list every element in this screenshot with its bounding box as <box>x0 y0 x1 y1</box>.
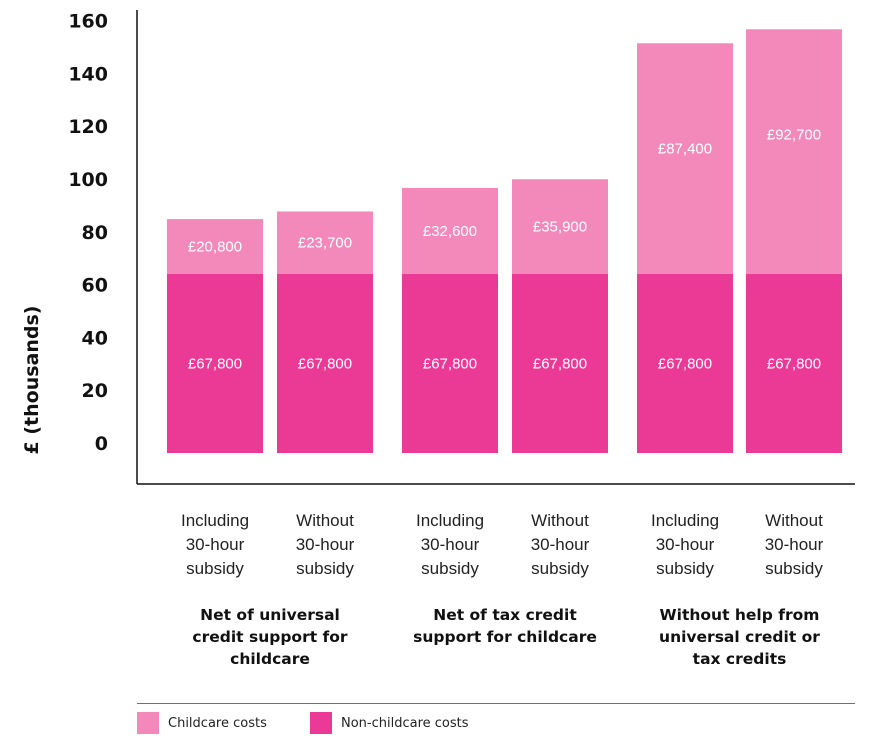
x-category-label-line: Without <box>765 511 823 530</box>
x-group-label-line: childcare <box>230 650 310 668</box>
x-category-label-line: Without <box>531 511 589 530</box>
x-group-label: Net of universal credit support for childc… <box>160 604 380 670</box>
y-tick-label: 60 <box>82 275 108 297</box>
bar-label-childcare: £23,700 <box>298 235 352 252</box>
bar-segment-non-childcare <box>167 274 263 453</box>
bar-label-non-childcare: £67,800 <box>188 356 242 373</box>
y-tick-label: 80 <box>82 222 108 244</box>
x-category-label-line: 30-hour <box>655 535 715 554</box>
y-tick-label: 160 <box>68 11 108 33</box>
y-tick-label: 100 <box>68 169 108 191</box>
bar-segment-childcare <box>512 179 608 275</box>
bar-label-childcare: £87,400 <box>658 140 712 157</box>
x-category-label-line: subsidy <box>296 559 354 578</box>
y-tick-label: 140 <box>68 63 108 85</box>
x-category-label-line: 30-hour <box>764 535 824 554</box>
x-category-label: Including 30-hour subsidy <box>160 509 270 581</box>
x-category-label-line: 30-hour <box>295 535 355 554</box>
bar-label-non-childcare: £67,800 <box>767 356 821 373</box>
x-category-label: Without 30-hour subsidy <box>505 509 615 581</box>
bar-label-non-childcare: £67,800 <box>298 356 352 373</box>
y-tick-label: 40 <box>82 327 108 349</box>
x-group-label-line: universal credit or <box>659 628 820 646</box>
bar-segment-non-childcare <box>277 274 373 453</box>
bar-label-childcare: £20,800 <box>188 239 242 256</box>
x-group-label-line: Net of universal <box>200 606 340 624</box>
x-category-label-line: subsidy <box>186 559 244 578</box>
x-category-label-line: Without <box>296 511 354 530</box>
legend-label-childcare: Childcare costs <box>168 715 267 731</box>
bar-label-non-childcare: £67,800 <box>423 356 477 373</box>
y-tick-label: 20 <box>82 380 108 402</box>
x-category-label-line: subsidy <box>531 559 589 578</box>
bar-segment-childcare <box>746 29 842 275</box>
x-category-label-line: 30-hour <box>530 535 590 554</box>
legend-swatch-non-childcare <box>310 712 332 734</box>
bar-label-childcare: £32,600 <box>423 223 477 240</box>
legend-divider <box>137 703 855 704</box>
x-group-label-line: Without help from <box>659 606 820 624</box>
legend-item-childcare: Childcare costs <box>137 712 267 734</box>
bar-label-childcare: £35,900 <box>533 219 587 236</box>
bar-segment-childcare <box>637 43 733 275</box>
x-category-label: Including 30-hour subsidy <box>630 509 740 581</box>
bar-label-non-childcare: £67,800 <box>658 356 712 373</box>
x-group-label: Without help from universal credit or tax … <box>630 604 850 670</box>
bar-segment-non-childcare <box>402 274 498 453</box>
bar-segment-non-childcare <box>637 274 733 453</box>
legend-label-non-childcare: Non-childcare costs <box>341 715 469 731</box>
x-category-label-line: Including <box>650 511 720 530</box>
x-category-label-line: subsidy <box>656 559 714 578</box>
x-group-label-line: Net of tax credit <box>433 606 577 624</box>
x-category-label-line: Including <box>180 511 250 530</box>
legend-swatch-childcare <box>137 712 159 734</box>
y-axis: 0 20 40 60 80 100 120 140 160 £ (thousands) <box>21 10 855 485</box>
legend-item-non-childcare: Non-childcare costs <box>310 712 469 734</box>
x-category-label: Without 30-hour subsidy <box>270 509 380 581</box>
bar-label-non-childcare: £67,800 <box>533 356 587 373</box>
x-group-label-line: tax credits <box>692 650 787 668</box>
y-tick-label: 120 <box>68 116 108 138</box>
bar-segment-childcare <box>277 211 373 275</box>
x-category-label-line: 30-hour <box>420 535 480 554</box>
bars: £67,800 £20,800 £67,800 £23,700 £67,800 £32,6… <box>167 29 842 453</box>
x-group-label-line: credit support for <box>192 628 348 646</box>
x-category-label-line: subsidy <box>765 559 823 578</box>
bar-segment-childcare <box>402 187 498 275</box>
bar-segment-non-childcare <box>746 274 842 453</box>
x-group-label-line: support for childcare <box>413 628 597 646</box>
y-tick-label: 0 <box>95 433 108 455</box>
x-category-label-line: Including <box>415 511 485 530</box>
x-category-label-line: 30-hour <box>185 535 245 554</box>
bar-segment-non-childcare <box>512 274 608 453</box>
bar-segment-childcare <box>167 219 263 275</box>
x-category-label-line: subsidy <box>421 559 479 578</box>
x-category-label: Without 30-hour subsidy <box>739 509 849 581</box>
x-category-label: Including 30-hour subsidy <box>395 509 505 581</box>
bar-label-childcare: £92,700 <box>767 126 821 143</box>
y-axis-title: £ (thousands) <box>21 306 43 455</box>
x-group-label: Net of tax credit support for childcare <box>395 604 615 648</box>
